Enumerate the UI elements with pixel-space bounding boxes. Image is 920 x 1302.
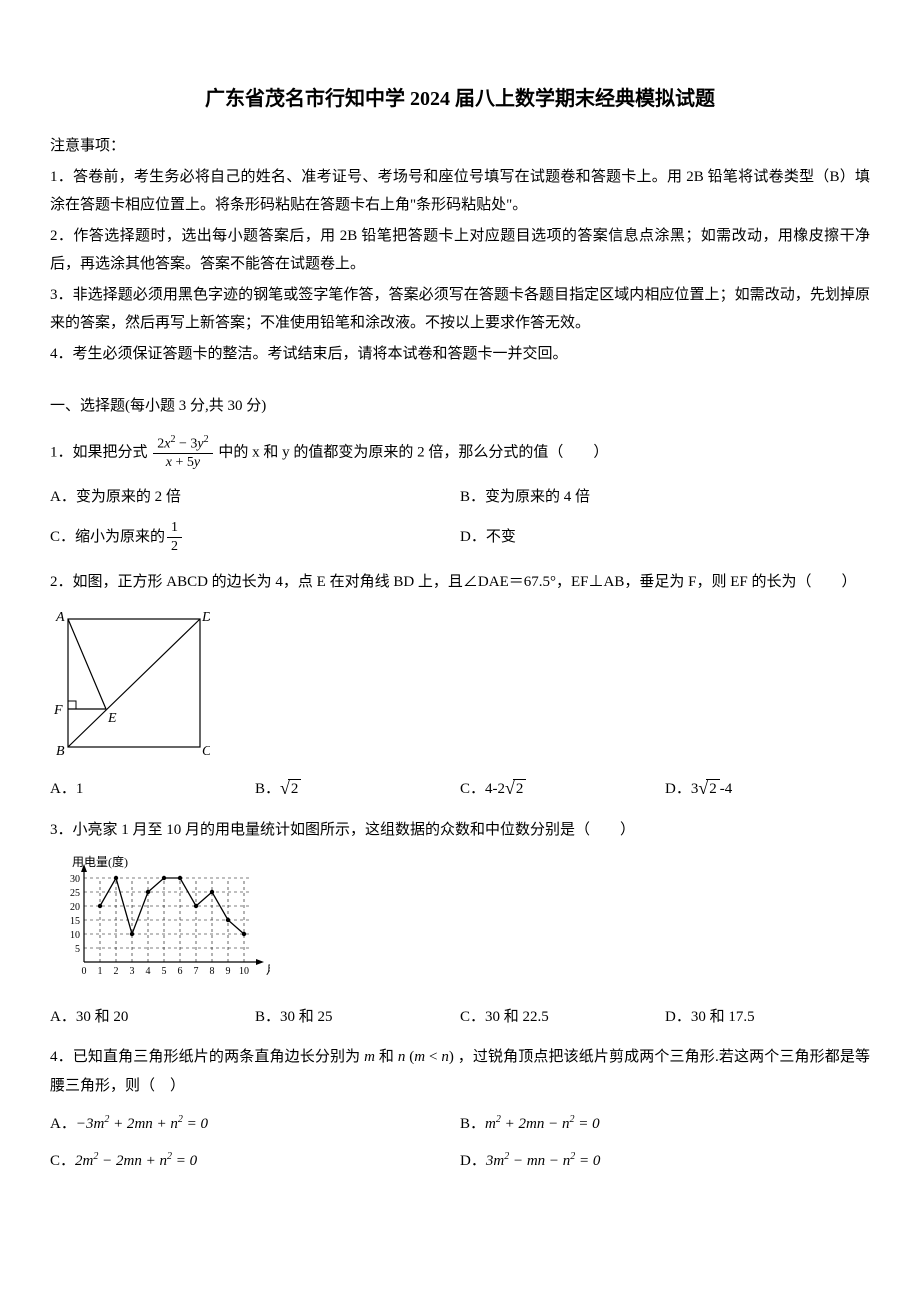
var-n: n [441,1049,449,1065]
option-d: D．30 和 17.5 [665,1003,870,1032]
question-2: 2．如图，正方形 ABCD 的边长为 4，点 E 在对角线 BD 上，且∠DAE… [50,568,870,597]
option-c: C．缩小为原来的 1 2 [50,519,460,556]
option-label: A． [50,1110,76,1139]
exam-title: 广东省茂名市行知中学 2024 届八上数学期末经典模拟试题 [50,80,870,118]
svg-text:A: A [55,610,65,625]
notice-label: 注意事项： [50,132,870,161]
svg-text:1: 1 [98,966,103,977]
svg-text:30: 30 [70,874,80,885]
option-b: B． m2 + 2mn − n2 = 0 [460,1110,870,1139]
svg-text:15: 15 [70,916,80,927]
options-row: A． −3m2 + 2mn + n2 = 0 B． m2 + 2mn − n2 … [50,1110,870,1139]
option-d: D．不变 [460,519,870,556]
notice-item: 2．作答选择题时，选出每小题答案后，用 2B 铅笔把答题卡上对应题目选项的答案信… [50,222,870,279]
svg-text:月份: 月份 [266,963,270,977]
square-diagram-icon: A D B C E F [50,607,210,757]
svg-text:E: E [107,711,117,726]
option-d: D． 3m2 − mn − n2 = 0 [460,1147,870,1176]
svg-text:10: 10 [239,966,249,977]
option-a: A．30 和 20 [50,1003,255,1032]
options-row: A．1 B． √2 C．4-2 √2 D．3 √2 -4 [50,775,870,804]
q4-text: 和 [375,1049,398,1065]
svg-text:8: 8 [210,966,215,977]
q3-chart: 用电量(度)51015202530012345678910月份 [50,854,870,995]
notice-item: 3．非选择题必须用黑色字迹的钢笔或签字笔作答，答案必须写在答题卡各题目指定区域内… [50,281,870,338]
options-row: A．30 和 20 B．30 和 25 C．30 和 22.5 D．30 和 1… [50,1003,870,1032]
svg-text:10: 10 [70,930,80,941]
question-3: 3．小亮家 1 月至 10 月的用电量统计如图所示，这组数据的众数和中位数分别是… [50,816,870,845]
svg-text:D: D [201,610,210,625]
option-b: B．30 和 25 [255,1003,460,1032]
section-header: 一、选择题(每小题 3 分,共 30 分) [50,392,870,421]
svg-text:5: 5 [75,944,80,955]
options-row: A．变为原来的 2 倍 B．变为原来的 4 倍 [50,483,870,512]
notice-item: 1．答卷前，考生务必将自己的姓名、准考证号、考场号和座位号填写在试题卷和答题卡上… [50,163,870,220]
option-label: C． [50,1147,75,1176]
q1-prefix: 1．如果把分式 [50,444,148,460]
equation: 3m2 − mn − n2 = 0 [486,1147,601,1176]
sqrt-icon: √2 [698,779,719,800]
frac-part: x [166,455,172,470]
svg-text:20: 20 [70,902,80,913]
equation: 2m2 − 2mn + n2 = 0 [75,1147,197,1176]
svg-text:6: 6 [178,966,183,977]
frac-part: + 5 [175,455,193,470]
option-label: C．4-2 [460,775,505,804]
option-label: D． [460,1147,486,1176]
svg-text:7: 7 [194,966,199,977]
options-row: C． 2m2 − 2mn + n2 = 0 D． 3m2 − mn − n2 =… [50,1147,870,1176]
svg-text:0: 0 [82,966,87,977]
sqrt-icon: √2 [505,779,526,800]
var-m: m [414,1049,425,1065]
option-label: C．缩小为原来的 [50,523,165,552]
option-a: A．变为原来的 2 倍 [50,483,460,512]
q4-text: 4．已知直角三角形纸片的两条直角边长分别为 [50,1049,364,1065]
fraction-icon: 2x2 − 3y2 x + 5y [153,433,212,473]
equation: m2 + 2mn − n2 = 0 [485,1110,600,1139]
option-d: D．3 √2 -4 [665,775,870,804]
svg-text:2: 2 [114,966,119,977]
option-c: C．4-2 √2 [460,775,665,804]
option-a: A．1 [50,775,255,804]
question-1: 1．如果把分式 2x2 − 3y2 x + 5y 中的 x 和 y 的值都变为原… [50,433,870,473]
notice-item: 4．考生必须保证答题卡的整洁。考试结束后，请将本试卷和答题卡一并交回。 [50,340,870,369]
q4-text: < [425,1049,441,1065]
var-m: m [364,1049,375,1065]
question-4: 4．已知直角三角形纸片的两条直角边长分别为 m 和 n (m < n) ，过锐角… [50,1043,870,1100]
svg-text:C: C [202,744,210,757]
option-c: C．30 和 22.5 [460,1003,665,1032]
svg-text:9: 9 [226,966,231,977]
svg-text:5: 5 [162,966,167,977]
sqrt-icon: √2 [280,779,301,800]
option-a: A． −3m2 + 2mn + n2 = 0 [50,1110,460,1139]
svg-text:B: B [56,744,65,757]
equation: −3m2 + 2mn + n2 = 0 [76,1110,208,1139]
option-b: B． √2 [255,775,460,804]
frac-part: y [194,455,200,470]
svg-text:3: 3 [130,966,135,977]
frac-part: − 3 [179,436,197,451]
q4-text: ( [405,1049,414,1065]
option-c: C． 2m2 − 2mn + n2 = 0 [50,1147,460,1176]
svg-text:用电量(度): 用电量(度) [72,854,128,869]
q1-suffix: 中的 x 和 y 的值都变为原来的 2 倍，那么分式的值（ ） [218,444,608,460]
line-chart-icon: 用电量(度)51015202530012345678910月份 [50,854,270,984]
option-label: B． [460,1110,485,1139]
svg-text:25: 25 [70,888,80,899]
option-label: -4 [720,775,733,804]
option-b: B．变为原来的 4 倍 [460,483,870,512]
q2-figure: A D B C E F [50,607,870,768]
option-label: B． [255,775,280,804]
fraction-icon: 1 2 [167,519,182,556]
svg-text:4: 4 [146,966,151,977]
options-row: C．缩小为原来的 1 2 D．不变 [50,519,870,556]
option-label: D．3 [665,775,698,804]
svg-text:F: F [53,703,63,718]
